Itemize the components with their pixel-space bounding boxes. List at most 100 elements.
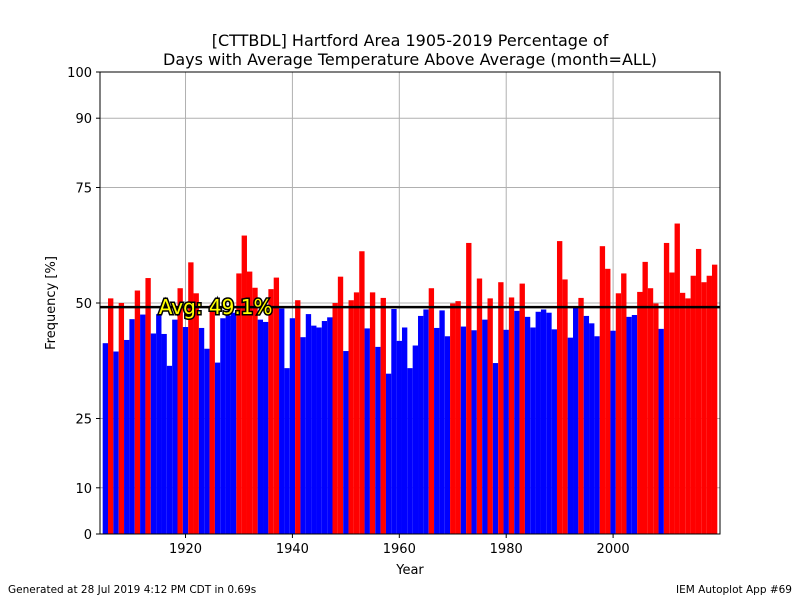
bar	[246, 271, 253, 534]
bar	[268, 289, 274, 534]
y-axis-label: Frequency [%]	[44, 256, 59, 350]
bar	[375, 346, 381, 534]
bar	[434, 327, 440, 534]
bar	[300, 337, 306, 534]
bar	[118, 303, 125, 534]
bar	[685, 298, 691, 534]
bar	[631, 315, 638, 534]
bars	[102, 223, 718, 535]
bar	[284, 368, 290, 534]
bar	[263, 321, 269, 534]
x-axis-label: Year	[395, 563, 424, 578]
x-tick-label: 1980	[490, 542, 523, 557]
bar	[524, 316, 531, 534]
bar	[594, 336, 600, 534]
bar	[450, 303, 456, 534]
bar	[182, 327, 189, 534]
bar	[514, 310, 520, 534]
bar	[535, 311, 541, 534]
bar	[198, 327, 205, 534]
bar	[556, 241, 563, 535]
bar	[348, 300, 354, 534]
bar	[642, 261, 648, 534]
bar	[289, 318, 296, 534]
bar	[113, 351, 119, 534]
bar	[220, 318, 226, 534]
bar	[359, 251, 365, 535]
bar	[161, 333, 167, 534]
bar	[316, 327, 322, 534]
bar	[637, 291, 643, 534]
bar	[380, 297, 386, 534]
bar	[241, 235, 247, 534]
bar	[701, 282, 707, 534]
bar	[476, 278, 483, 534]
bar	[647, 288, 654, 534]
footer-app-text: IEM Autoplot App #69	[676, 584, 792, 596]
bar	[327, 317, 333, 534]
bar	[546, 312, 552, 534]
bar	[653, 303, 659, 534]
x-tick-label: 1940	[276, 542, 309, 557]
bar	[156, 314, 162, 534]
chart-title: [CTTBDL] Hartford Area 1905-2019 Percent…	[163, 31, 657, 69]
bar	[439, 310, 445, 534]
bar	[273, 277, 280, 534]
bar	[145, 278, 151, 534]
bar	[503, 329, 509, 534]
bar	[663, 242, 670, 534]
y-tick-label: 100	[67, 66, 92, 81]
bar	[209, 304, 215, 534]
bar	[193, 293, 199, 534]
bar	[353, 292, 360, 534]
bar	[225, 315, 231, 534]
bar	[252, 287, 258, 534]
bar	[295, 300, 301, 534]
bar	[108, 298, 114, 534]
bar	[583, 315, 590, 534]
y-tick-label: 10	[75, 482, 92, 497]
bar	[466, 242, 472, 534]
chart-title-line: [CTTBDL] Hartford Area 1905-2019 Percent…	[212, 31, 609, 50]
bar	[172, 319, 178, 534]
average-line-group: Avg: 49.1%	[100, 294, 720, 321]
bar	[444, 336, 451, 534]
bar	[311, 325, 317, 534]
bar	[230, 312, 237, 534]
y-tick-label: 0	[84, 528, 92, 543]
y-axis-ticks: 0 10 25 50 75 90 100	[67, 66, 100, 543]
bar	[204, 348, 210, 534]
bar	[321, 321, 328, 534]
bar	[455, 301, 461, 534]
bar	[364, 328, 370, 534]
bar	[150, 333, 157, 534]
y-tick-label: 50	[75, 297, 92, 312]
bar	[669, 272, 675, 534]
bar	[551, 329, 557, 534]
bar	[498, 282, 504, 534]
bar	[236, 273, 242, 534]
bar	[471, 330, 477, 534]
bar	[658, 328, 664, 534]
bar	[706, 275, 712, 534]
bar	[257, 319, 264, 534]
bar	[621, 273, 627, 534]
bar	[530, 327, 536, 534]
bar	[615, 293, 622, 534]
y-tick-label: 90	[75, 112, 92, 127]
bar	[610, 330, 616, 534]
footer-generated-text: Generated at 28 Jul 2019 4:12 PM CDT in …	[8, 584, 257, 596]
x-tick-label: 1920	[169, 542, 202, 557]
bar	[401, 327, 408, 534]
bar	[279, 308, 285, 534]
bar	[428, 288, 435, 534]
bar	[626, 316, 632, 534]
bar	[134, 290, 141, 534]
bar	[385, 373, 392, 534]
bar	[102, 343, 109, 534]
bar	[177, 288, 183, 534]
bar	[140, 314, 146, 534]
bar	[412, 345, 419, 534]
bar	[567, 337, 574, 534]
